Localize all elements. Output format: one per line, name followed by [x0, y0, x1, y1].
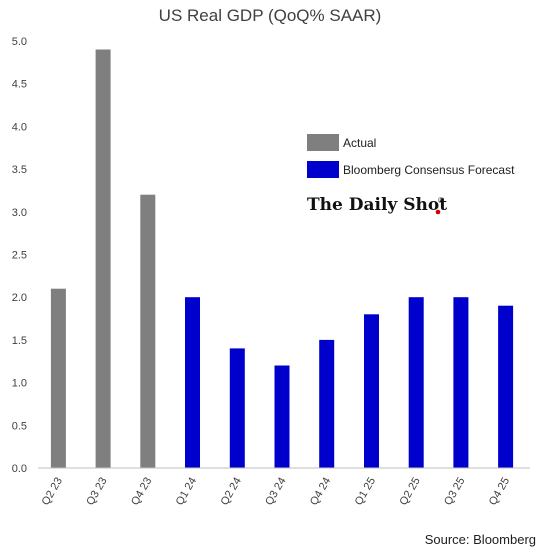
- bar: [140, 194, 156, 468]
- y-tick-label: 5.0: [12, 36, 27, 48]
- y-tick-label: 2.0: [12, 292, 27, 304]
- x-tick-label: Q2 25: [397, 476, 422, 508]
- x-tick-label: Q1 25: [353, 476, 378, 508]
- y-tick-label: 1.5: [12, 335, 27, 347]
- legend-label-actual: Actual: [343, 136, 376, 150]
- legend-swatch-forecast: [307, 161, 339, 178]
- bar: [274, 365, 290, 468]
- legend-swatch-actual: [307, 134, 339, 151]
- x-tick-label: Q4 25: [487, 476, 512, 508]
- x-tick-label: Q2 23: [40, 476, 65, 508]
- y-tick-label: 4.0: [12, 121, 27, 133]
- y-tick-label: 0.0: [12, 463, 27, 475]
- bar: [453, 297, 469, 468]
- y-axis: 0.0 0.5 1.0 1.5 2.0 2.5 3.0 3.5 4.0 4.5 5.0: [12, 36, 27, 475]
- x-tick-label: Q3 25: [442, 476, 467, 508]
- bars: [50, 49, 514, 468]
- x-tick-label: Q4 24: [308, 476, 333, 508]
- bar: [408, 297, 424, 468]
- y-tick-label: 4.5: [12, 79, 27, 91]
- brand-mark: ®: [438, 196, 444, 205]
- y-tick-label: 1.0: [12, 378, 27, 390]
- bar: [95, 49, 111, 468]
- brand-dot: [435, 209, 441, 215]
- brand-logo: The Daily Shot ®: [307, 195, 447, 215]
- bar: [498, 305, 514, 468]
- bar: [50, 288, 66, 468]
- y-tick-label: 3.5: [12, 164, 27, 176]
- bar: [185, 297, 200, 468]
- y-tick-label: 3.0: [12, 207, 27, 219]
- bar: [229, 348, 245, 468]
- y-tick-label: 0.5: [12, 420, 27, 432]
- source-note: Source: Bloomberg: [425, 532, 536, 547]
- x-axis: Q2 23 Q3 23 Q4 23 Q1 24 Q2 24 Q3 24 Q4 24 Q1 25…: [40, 476, 513, 508]
- chart-title: US Real GDP (QoQ% SAAR): [159, 6, 382, 25]
- x-tick-label: Q3 24: [263, 476, 288, 508]
- bar: [364, 314, 379, 468]
- y-tick-label: 2.5: [12, 250, 27, 262]
- legend: Actual Bloomberg Consensus Forecast: [307, 134, 515, 178]
- x-tick-label: Q4 23: [129, 476, 154, 508]
- legend-label-forecast: Bloomberg Consensus Forecast: [343, 163, 515, 177]
- x-tick-label: Q2 24: [219, 476, 244, 508]
- x-tick-label: Q3 23: [84, 476, 109, 508]
- bar: [319, 339, 335, 468]
- x-tick-label: Q1 24: [174, 476, 199, 508]
- brand-text: The Daily Shot: [307, 195, 447, 215]
